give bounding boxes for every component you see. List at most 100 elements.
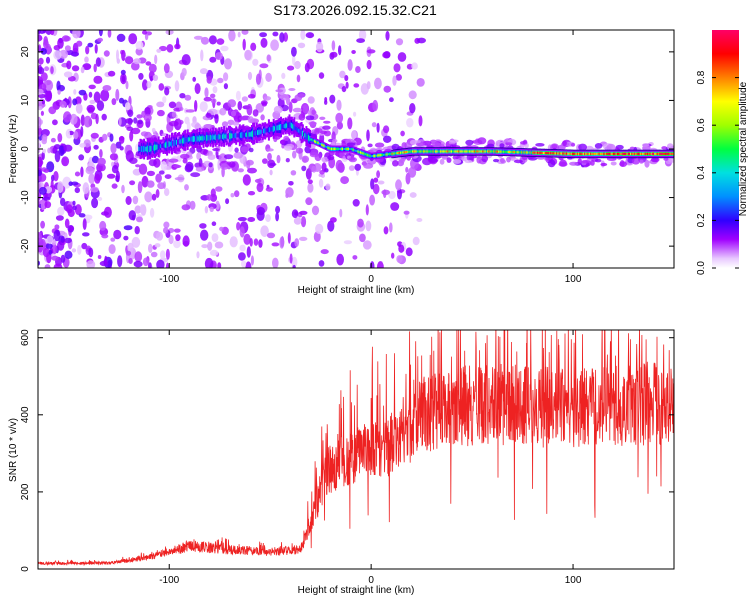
spectrogram-ridge-edge [560,156,564,158]
spectrogram-ridge-cell [307,135,310,141]
spectrogram-ridge-edge [530,156,533,157]
spectrogram-halo-cell [240,146,249,153]
spectrogram-noise-cell [134,205,142,214]
spectrogram-halo-cell [322,125,331,130]
spectrogram-noise-cell [348,165,355,171]
spectrogram-ridge-edge [635,157,638,159]
spectrogram-ridge-cell [374,154,377,157]
spectrogram-ridge-cell [310,138,313,141]
spectrogram-noise-cell [120,69,126,75]
spectrogram-noise-cell [82,232,90,237]
spectrogram-ridge-cell [469,150,471,153]
spectrogram-ridge-cell [576,152,579,155]
spectrogram-halo-cell [203,124,214,129]
spectrogram-noise-cell [253,238,259,246]
spectrogram-noise-cell [83,115,92,128]
spectrogram-ridge-cell [456,150,459,153]
spectrogram-ridge-edge [490,154,493,156]
spectrogram-ridge-cell [529,151,532,154]
spectrogram-noise-cell [111,165,119,174]
spectrogram-noise-cell [155,231,164,241]
spectrogram-ridge-cell [639,152,642,155]
spectrogram-ridge-cell [564,152,567,155]
spectrogram-ridge-cell [582,152,585,155]
spectrogram-noise-cell [200,49,204,62]
spectrogram-noise-cell [80,126,84,137]
snr-x-tick-label: -100 [159,575,179,586]
spectrogram-ridge-cell [527,151,530,154]
spectrogram-ridge-cell [620,152,623,155]
spectrogram-ridge-cell [202,135,205,142]
spectrogram-ridge-cell [570,152,573,155]
spectrogram-noise-cell [335,159,344,172]
spectrogram-noise-cell [38,79,44,85]
spectrogram-noise-cell [156,259,165,268]
spectrogram-ridge-cell [220,133,223,140]
spectrogram-ridge-cell [586,152,589,155]
spectrogram-ridge-edge [464,147,467,149]
spectrogram-ridge-edge [391,157,394,159]
spectrogram-ridge-edge [524,155,527,157]
spectrogram-halo-cell [570,142,576,147]
spectrogram-halo-cell [157,109,165,117]
spectrogram-ridge-cell [580,152,583,155]
spectrogram-noise-cell [383,85,392,93]
spectrogram-ridge-edge [540,156,543,158]
spectrogram-noise-cell [239,226,245,238]
spectrogram-ridge-edge [605,157,608,159]
spectrogram-ridge-cell [150,145,153,152]
spectrogram-noise-cell [44,66,50,72]
spectrogram-halo-cell [500,157,505,164]
spectrogram-ridge-cell [661,152,664,155]
spectrogram-noise-cell [66,130,71,139]
spectrogram-noise-cell [411,62,418,70]
spectrogram-ridge-edge [395,156,398,158]
spectrogram-noise-cell [142,79,148,91]
spectrogram-noise-cell [89,99,96,105]
spectrogram-ridge-cell [664,152,666,155]
spectrogram-ridge-cell [322,144,325,147]
spectrogram-halo-cell [224,154,234,160]
spectrogram-ridge-cell [501,150,504,153]
spectrogram-noise-cell [237,217,247,222]
spectrogram-ridge-edge [617,157,620,159]
spectrogram-noise-cell [86,104,96,113]
spectrogram-noise-cell [321,162,327,172]
spectrogram-noise-cell [393,63,401,73]
spectrogram-ridge-cell [180,139,183,144]
spectrogram-noise-cell [74,187,81,194]
spectrogram-ridge-edge [425,147,428,149]
spectrogram-noise-cell [271,242,280,247]
spectrogram-halo-cell [127,109,134,118]
spectrogram-noise-cell [225,198,230,205]
spectrogram-ridge-edge [526,155,529,157]
spectrogram-ridge-cell [485,150,488,153]
spectrogram-ridge-edge [470,147,473,149]
spectrogram-ridge-edge [476,154,479,156]
spectrogram-noise-cell [300,30,306,40]
spectrogram-noise-cell [260,37,268,48]
spectrogram-noise-cell [129,130,134,142]
spectrogram-ridge-edge [587,157,590,159]
spectrogram-noise-cell [38,30,46,34]
spectrogram-halo-cell [168,158,179,163]
spectrogram-halo-cell [273,105,283,114]
spectrogram-noise-cell [211,233,219,243]
spectrogram-ridge-cell [237,133,240,138]
spectrogram-noise-cell [69,113,78,125]
spectrogram-ridge-cell [672,152,674,155]
spectrogram-ridge-cell [397,152,400,155]
spectrogram-halo-cell [562,140,567,146]
spectrogram-ridge-edge [607,157,610,159]
spectrogram-noise-cell [331,40,336,51]
spectrogram-noise-cell [276,154,281,164]
spectrogram-ridge-edge [528,155,531,157]
spectrogram-halo-cell [505,142,513,146]
spectrogram-ridge-edge [571,149,574,151]
spectrogram-ridge-cell [171,140,173,147]
spectrogram-noise-cell [385,30,390,41]
spectrogram-noise-cell [302,104,309,114]
spectrogram-noise-cell [44,201,52,209]
spectrogram-noise-cell [223,83,228,90]
spectrogram-ridge-cell [324,145,327,148]
